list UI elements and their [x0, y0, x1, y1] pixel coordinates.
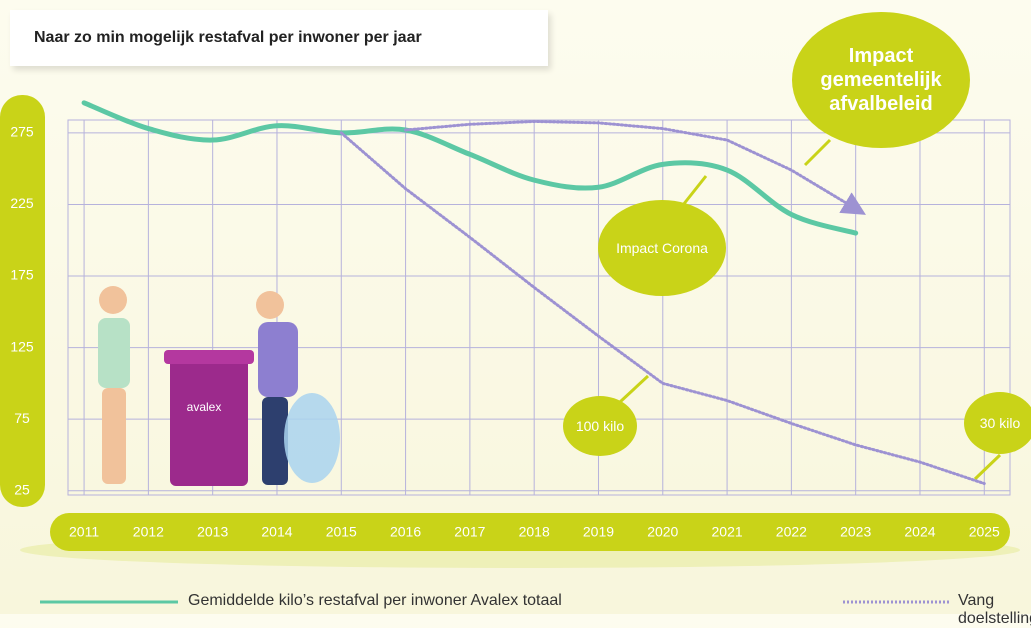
person-head — [99, 286, 127, 314]
person-body — [258, 322, 298, 397]
leader-line — [620, 376, 648, 402]
person-legs — [102, 388, 126, 484]
x-tick-label: 2012 — [133, 524, 164, 540]
leader-line — [683, 176, 706, 205]
x-tick-label: 2016 — [390, 524, 421, 540]
y-tick-label: 25 — [14, 481, 30, 497]
y-tick-label: 225 — [10, 195, 34, 211]
x-tick-label: 2013 — [197, 524, 228, 540]
annotation: Impact Corona — [598, 200, 726, 296]
x-tick-label: 2011 — [69, 524, 99, 540]
person-body — [98, 318, 130, 388]
y-tick-label: 125 — [10, 338, 34, 354]
annotation: 100 kilo — [563, 396, 637, 456]
person-head — [256, 291, 284, 319]
x-tick-label: 2022 — [776, 524, 807, 540]
annotation: Impact gemeentelijk afvalbeleid — [792, 12, 970, 148]
legend-label: Vang doelstelling — [958, 592, 1031, 628]
x-tick-label: 2014 — [261, 524, 292, 540]
leader-line — [975, 455, 1000, 479]
legend-label: Gemiddelde kilo’s restafval per inwoner … — [188, 592, 562, 610]
annotation: 30 kilo — [964, 392, 1031, 454]
x-tick-label: 2017 — [454, 524, 485, 540]
x-tick-label: 2025 — [969, 524, 1000, 540]
x-tick-label: 2019 — [583, 524, 614, 540]
x-tick-label: 2021 — [712, 524, 743, 540]
x-tick-label: 2023 — [840, 524, 871, 540]
bin-label: avalex — [187, 400, 222, 414]
bin-lid — [164, 350, 254, 364]
illustration: avalex — [98, 286, 340, 486]
series-line — [406, 121, 856, 208]
x-tick-label: 2020 — [647, 524, 678, 540]
plastic-bag — [284, 393, 340, 483]
leader-line — [805, 140, 830, 165]
x-tick-label: 2018 — [519, 524, 550, 540]
ticks: 25 75 125 175 225 275 2011 2012 2013 2014 2015 2016… — [10, 124, 1000, 540]
bin-body — [170, 358, 248, 486]
x-tick-label: 2015 — [326, 524, 357, 540]
y-tick-label: 275 — [10, 124, 34, 140]
chart-title: Naar zo min mogelijk restafval per inwon… — [10, 10, 548, 66]
y-tick-label: 175 — [10, 267, 34, 283]
x-tick-label: 2024 — [904, 524, 935, 540]
y-axis-pill — [0, 95, 45, 507]
y-tick-label: 75 — [14, 410, 30, 426]
page: {"chart_data": { "type": "line", "title"… — [0, 0, 1031, 614]
